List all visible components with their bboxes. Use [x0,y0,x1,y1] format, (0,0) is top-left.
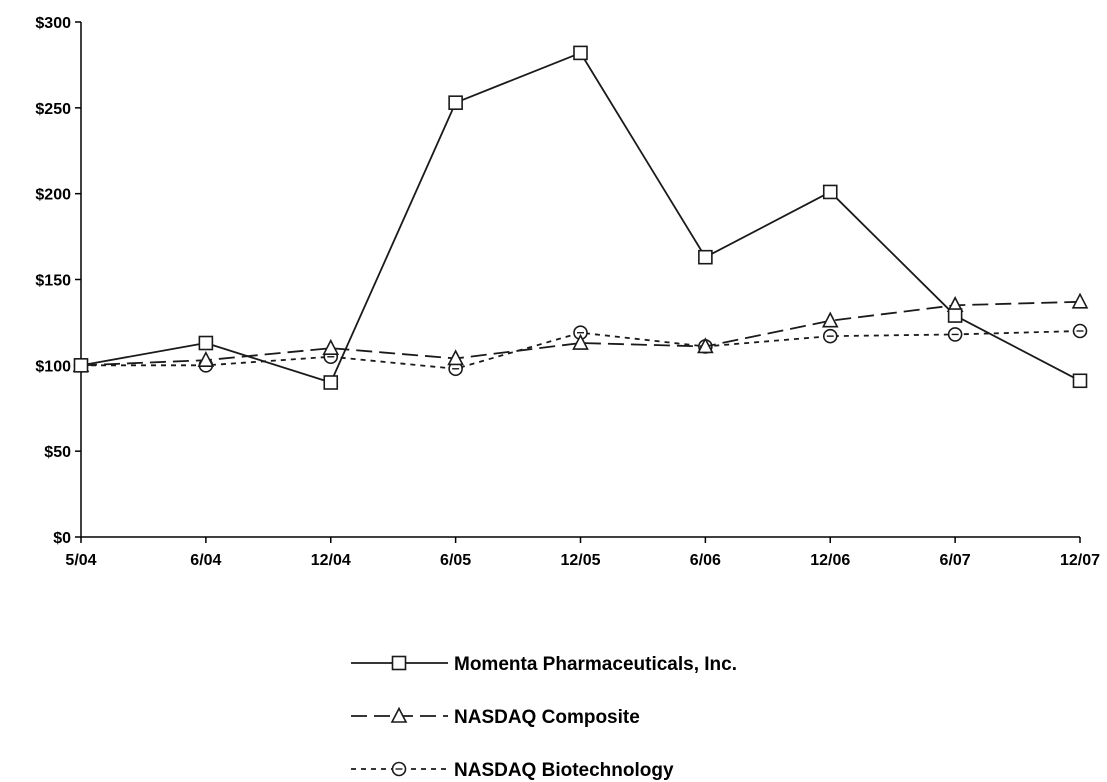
legend-item: NASDAQ Composite [351,706,640,728]
x-tick-label: 6/04 [190,552,221,569]
y-tick-label: $0 [53,530,71,547]
series-layer [72,45,1089,390]
x-tick-label: 12/04 [311,552,351,569]
axes [80,22,1080,538]
y-tick-label: $200 [35,187,71,204]
triangle-marker [322,338,340,355]
triangle-marker [197,350,215,367]
x-ticks: 5/04 6/04 12/04 6/05 12/05 6/06 12/06 6/07 12/07 [65,537,1100,569]
x-tick-label: 6/05 [440,552,471,569]
triangle-marker [447,349,464,366]
triangle-marker [572,333,589,350]
x-tick-label: 12/06 [810,552,850,569]
legend-label: Momenta Pharmaceuticals, Inc. [454,654,737,675]
legend-item: NASDAQ Biotechnology [351,760,674,781]
circle-marker [822,328,838,344]
square-marker [573,45,588,61]
square-marker [1072,373,1088,389]
x-tick-label: 5/04 [65,552,96,569]
square-marker [698,249,713,265]
y-ticks: $0 $50 $100 $150 $200 $250 $300 [35,15,81,547]
y-tick-label: $150 [35,273,71,290]
triangle-marker [821,311,839,328]
x-tick-label: 6/07 [940,552,971,569]
square-marker [323,375,339,390]
square-marker [391,655,407,671]
legend-label: NASDAQ Biotechnology [454,760,674,781]
square-marker [822,184,838,200]
triangle-marker [1071,292,1089,309]
legend-item: Momenta Pharmaceuticals, Inc. [351,654,737,675]
series-square [73,45,1088,390]
x-tick-label: 12/05 [560,552,600,569]
circle-marker [391,761,407,777]
square-marker [198,335,214,351]
triangle-marker [697,337,714,354]
y-tick-label: $300 [35,15,71,32]
y-tick-label: $100 [35,358,71,375]
circle-marker [1072,323,1088,339]
legend: Momenta Pharmaceuticals, Inc. NASDAQ Comp… [351,654,737,781]
circle-marker [947,327,963,342]
y-tick-label: $250 [35,101,71,118]
y-tick-label: $50 [44,444,71,461]
square-marker [73,358,89,373]
x-tick-label: 12/07 [1060,552,1100,569]
square-marker [947,308,963,323]
legend-label: NASDAQ Composite [454,707,640,728]
triangle-marker [390,706,408,723]
square-marker [448,95,463,110]
x-tick-label: 6/06 [690,552,721,569]
